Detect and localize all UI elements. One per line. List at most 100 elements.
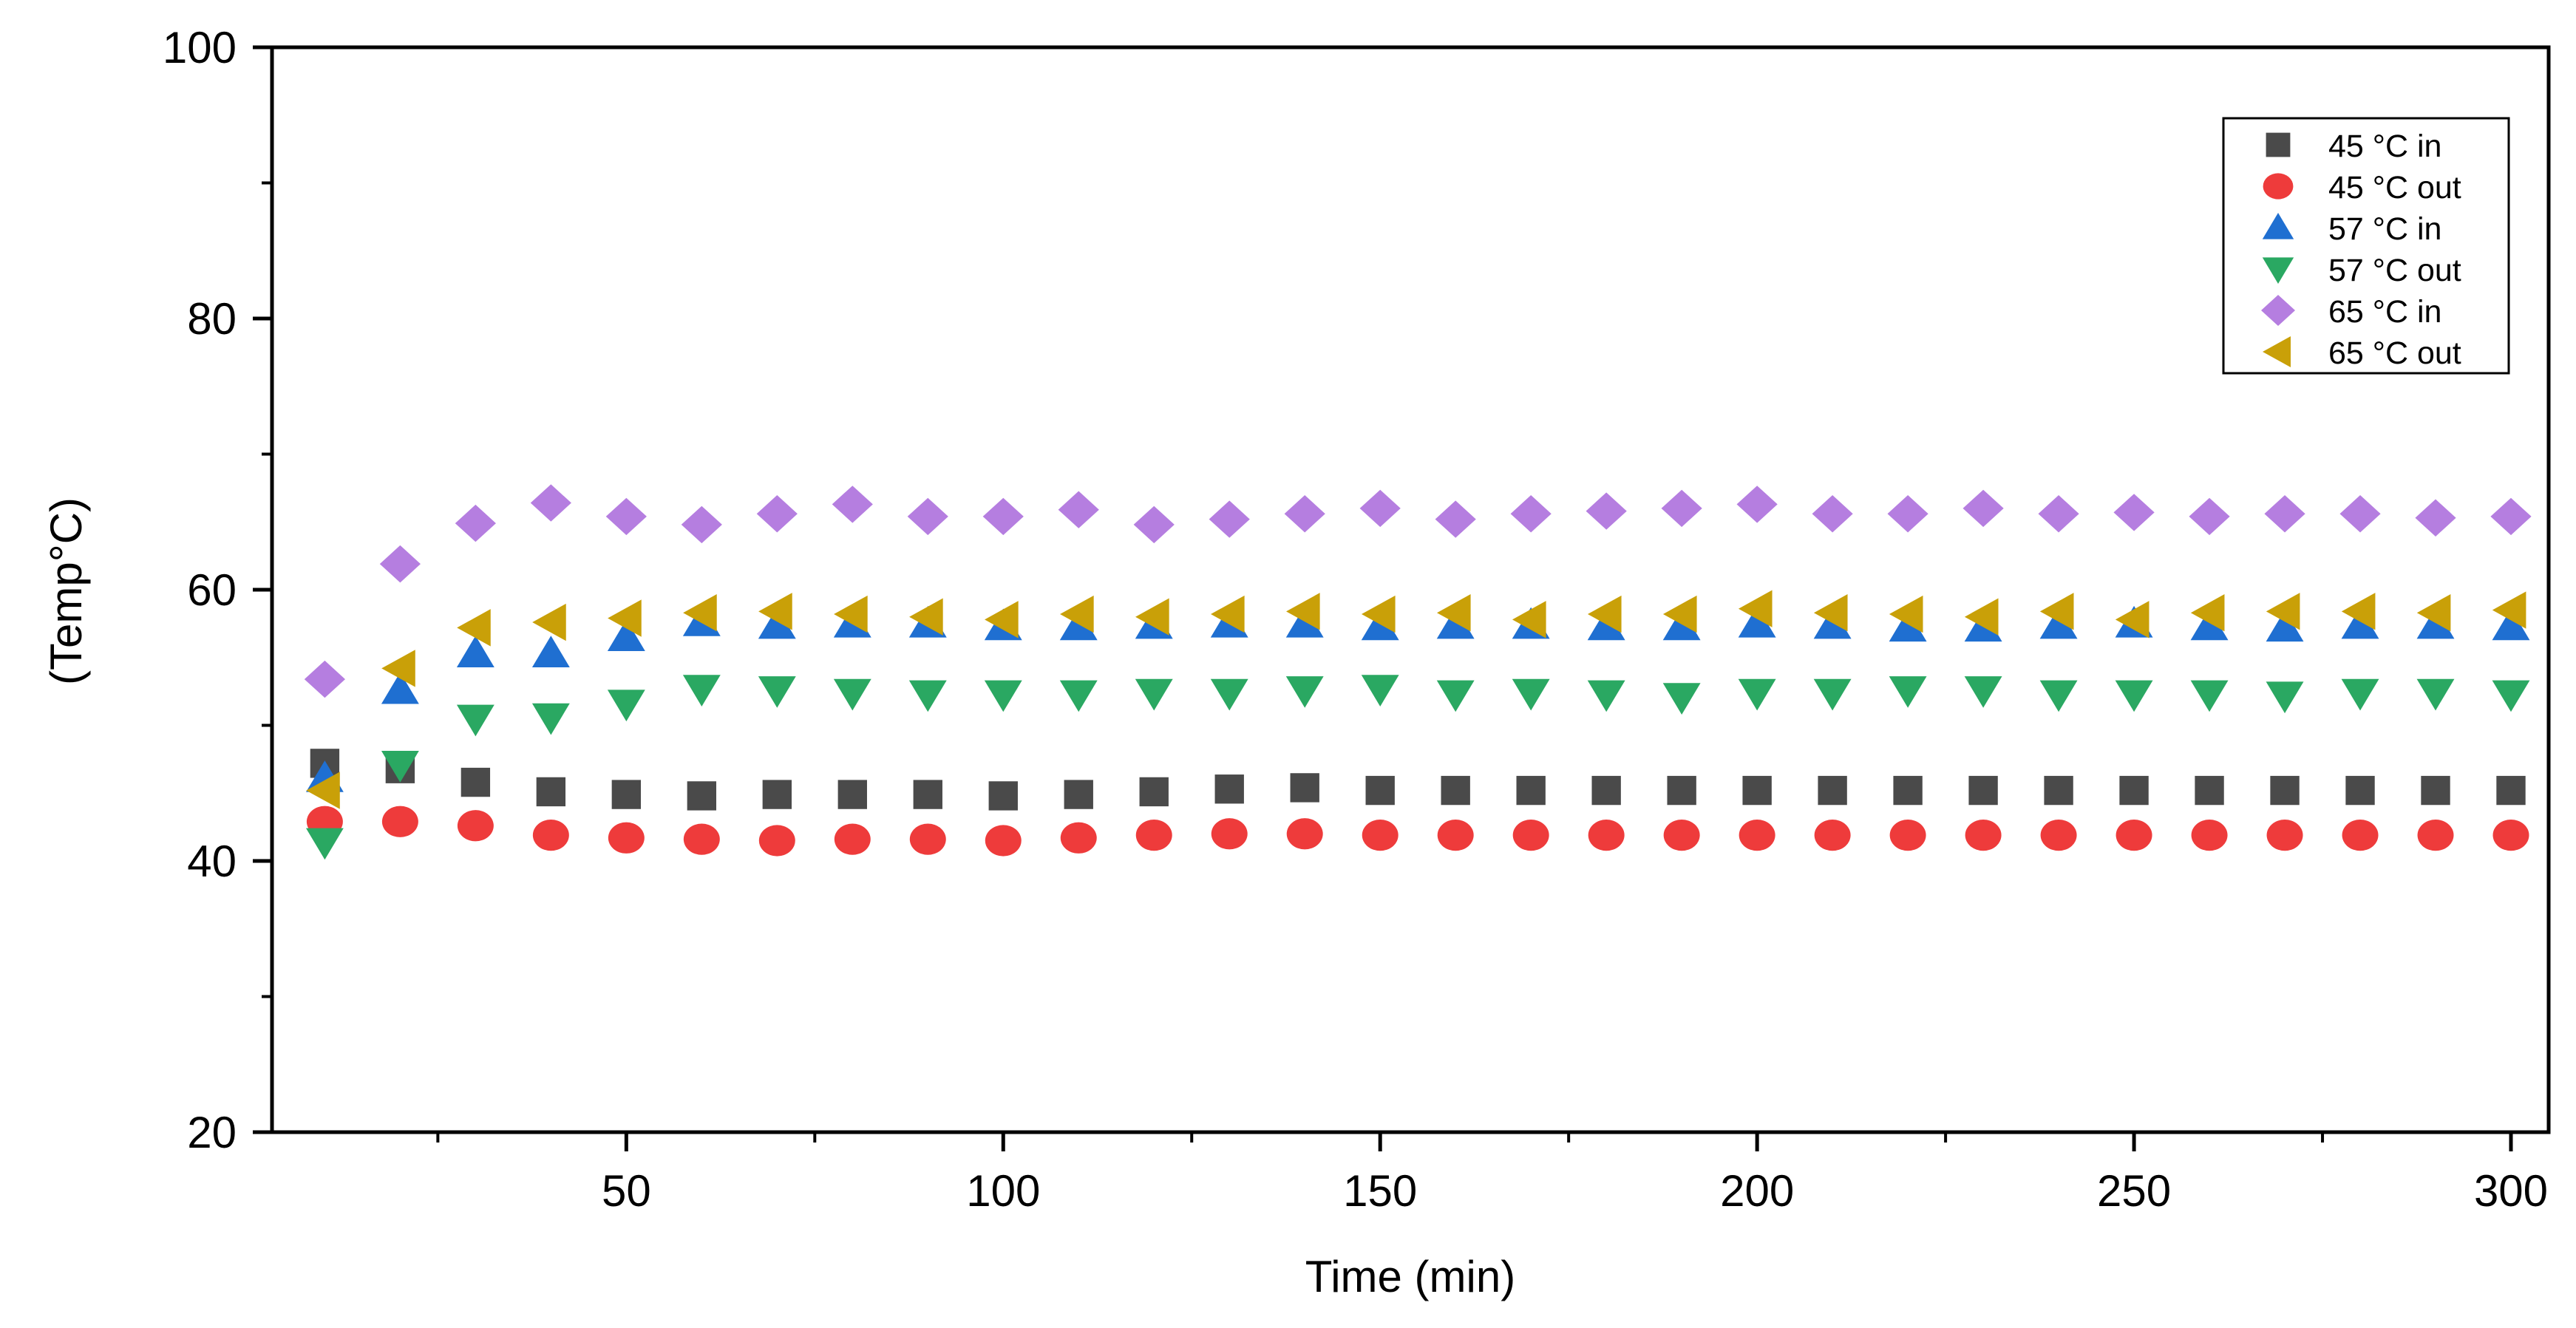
data-point [1889,676,1927,708]
data-point [2339,495,2381,533]
data-point [681,505,722,544]
data-point [1968,775,1998,806]
legend-label: 65 °C in [2328,294,2441,330]
data-point [2492,820,2529,851]
data-point [1739,820,1775,851]
data-point [1437,820,1474,851]
data-point [1285,676,1324,708]
data-point [1814,820,1851,851]
y-tick-label: 100 [163,23,237,72]
y-tick-label: 20 [187,1108,237,1157]
data-point [1365,775,1395,806]
data-point [2416,678,2455,711]
data-point [1435,500,1476,538]
data-point [2345,775,2375,806]
data-point [1964,598,1999,636]
y-tick-label: 60 [187,565,237,615]
data-point [1362,595,1396,633]
data-point [1812,495,1853,533]
data-point [909,823,946,855]
x-tick-label: 300 [2474,1166,2548,1216]
data-point [536,777,566,807]
data-point [605,497,647,536]
data-point [2189,497,2230,536]
data-point [2115,601,2150,639]
data-point [1516,775,1546,806]
axis-ticks [253,45,2513,1151]
data-point [1587,680,1625,712]
data-points [304,484,2532,860]
data-point [2266,593,2300,630]
data-point [1663,820,1700,851]
data-point [837,780,867,809]
data-point [1586,492,1627,530]
data-point [2195,775,2224,806]
data-point [1359,489,1401,528]
data-point [1591,775,1621,806]
legend-label: 57 °C in [2328,211,2441,247]
data-point [1587,595,1622,633]
data-point [381,806,418,837]
data-point [1135,678,1173,711]
data-point [908,680,947,712]
data-point [1813,678,1852,711]
data-point [1290,773,1319,803]
axis-tick-labels: 20 40 60 80 100 50 100 150 200 250 300 [163,23,2548,1216]
data-point [530,484,571,522]
data-point [2113,494,2155,531]
data-point [683,823,720,855]
data-point [2490,497,2532,536]
x-tick-label: 100 [966,1166,1040,1216]
data-point [758,607,796,639]
data-point [1738,605,1776,638]
data-point [607,689,645,722]
data-point [2115,680,2153,712]
y-tick-label: 40 [187,837,237,886]
data-point [762,780,792,809]
data-point [1964,676,2002,708]
data-point [1889,595,1923,633]
data-point [1510,495,1552,533]
series-5 [306,590,2526,809]
legend-label: 45 °C out [2328,170,2461,205]
data-point [1060,822,1097,854]
data-point [2119,775,2149,806]
data-point [2341,607,2379,639]
data-point [834,823,871,855]
x-tick-label: 250 [2097,1166,2171,1216]
data-point [2264,495,2305,533]
data-point [304,660,345,698]
data-point [1362,820,1399,851]
x-axis-label: Time (min) [1305,1252,1515,1301]
data-point [913,780,942,809]
data-point [988,781,1018,811]
data-point [687,781,717,811]
data-point [1361,675,1399,706]
data-point [532,820,569,851]
x-tick-label: 50 [602,1166,651,1216]
data-point [531,636,570,667]
data-point [2266,820,2303,851]
data-point [2191,820,2228,851]
data-point [982,497,1024,536]
data-point [2341,593,2376,630]
data-point [306,772,340,809]
data-point [1667,775,1696,806]
series-1 [306,806,2529,857]
data-point [456,636,495,667]
data-point [2416,593,2451,632]
data-point [379,545,421,583]
data-point [2342,820,2379,851]
data-point [2270,775,2300,806]
data-point [758,825,795,857]
data-point [1058,491,1099,528]
legend-label: 57 °C out [2328,253,2461,288]
data-point [1059,680,1098,712]
data-point [608,599,642,637]
data-point [2492,591,2526,629]
legend-label: 65 °C out [2328,336,2461,371]
data-point [1284,495,1325,533]
data-point [531,703,570,735]
data-point [2115,820,2152,851]
